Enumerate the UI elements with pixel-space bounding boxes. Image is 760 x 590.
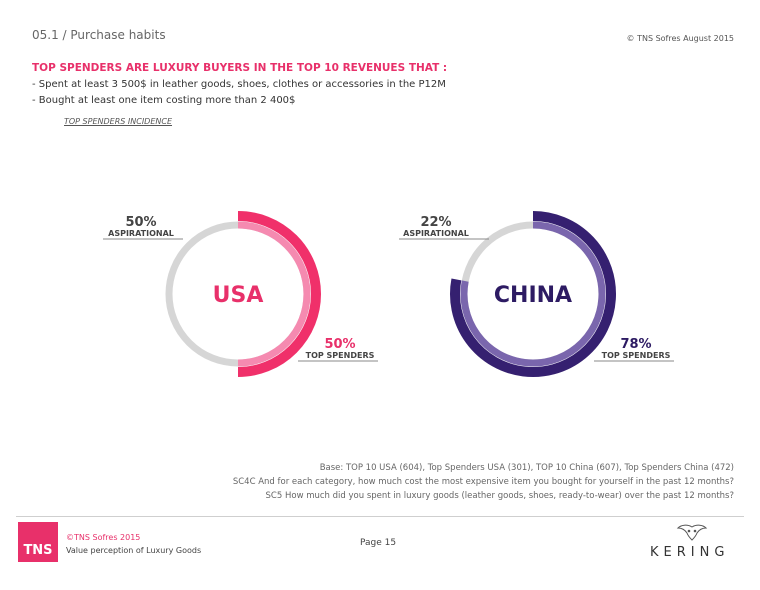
china-top-spenders-value: 78% bbox=[620, 337, 651, 352]
headline: TOP SPENDERS ARE LUXURY BUYERS IN THE TO… bbox=[32, 62, 448, 74]
criterion-2: - Bought at least one item costing more … bbox=[32, 95, 296, 106]
china-top-spenders-label: TOP SPENDERS bbox=[602, 351, 671, 360]
criterion-1: - Spent at least 3 500$ in leather goods… bbox=[32, 79, 446, 90]
question-sc4c: SC4C And for each category, how much cos… bbox=[232, 477, 734, 487]
usa-top-spenders-inner-arc bbox=[237, 221, 311, 367]
usa-aspirational-label: ASPIRATIONAL bbox=[108, 229, 174, 238]
footer-study-title: Value perception of Luxury Goods bbox=[66, 546, 202, 555]
china-aspirational-value: 22% bbox=[420, 215, 451, 230]
incidence-label: TOP SPENDERS INCIDENCE bbox=[64, 117, 173, 126]
copyright-note: © TNS Sofres August 2015 bbox=[626, 34, 734, 43]
tns-logo: TNS bbox=[18, 522, 58, 562]
section-title: 05.1 / Purchase habits bbox=[32, 28, 166, 42]
usa-aspirational-value: 50% bbox=[125, 215, 156, 230]
page-number: Page 15 bbox=[360, 538, 397, 548]
usa-top-spenders-label: TOP SPENDERS bbox=[306, 351, 375, 360]
question-sc5: SC5 How much did you spent in luxury goo… bbox=[265, 491, 734, 501]
china-top-spenders-arc bbox=[450, 211, 616, 377]
footer-divider bbox=[16, 516, 744, 517]
china-center-label: CHINA bbox=[494, 283, 572, 308]
usa-donut-chart: USA 50% ASPIRATIONAL 50% TOP SPENDERS bbox=[103, 211, 378, 377]
china-aspirational-label: ASPIRATIONAL bbox=[403, 229, 469, 238]
base-note: Base: TOP 10 USA (604), Top Spenders USA… bbox=[319, 463, 734, 473]
tns-logo-text: TNS bbox=[23, 543, 53, 558]
usa-top-spenders-arc bbox=[237, 211, 321, 377]
china-donut-chart: CHINA 22% ASPIRATIONAL 78% TOP SPENDERS bbox=[399, 211, 674, 377]
kering-owl-icon bbox=[676, 524, 708, 541]
usa-center-label: USA bbox=[213, 283, 264, 308]
usa-top-spenders-value: 50% bbox=[324, 337, 355, 352]
footer-company: ©TNS Sofres 2015 bbox=[66, 533, 141, 542]
kering-logo-text: KERING bbox=[650, 545, 730, 560]
china-top-spenders-inner-arc bbox=[460, 221, 606, 367]
